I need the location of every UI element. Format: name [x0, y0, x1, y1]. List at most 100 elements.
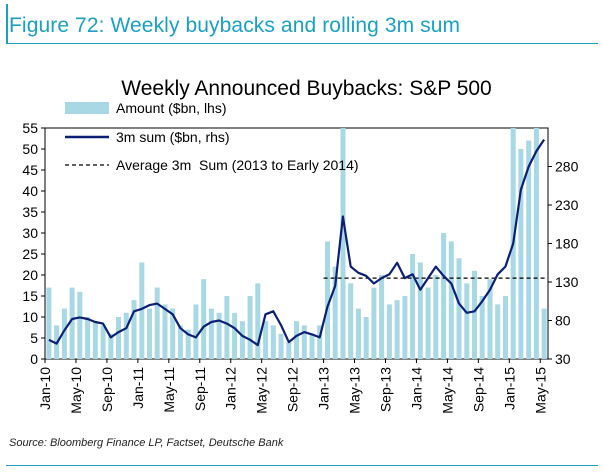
amount-bar: [433, 275, 439, 359]
amount-bar: [479, 296, 485, 359]
amount-bar: [526, 140, 532, 359]
left-axis-tick-label: 40: [22, 183, 38, 199]
amount-bar: [448, 241, 454, 359]
x-axis-tick-label: May-14: [439, 367, 455, 414]
amount-bar: [224, 296, 230, 359]
amount-bar: [309, 333, 315, 359]
amount-bar: [170, 308, 176, 359]
left-axis-tick-label: 45: [22, 162, 38, 178]
legend-amount-swatch: [65, 102, 109, 114]
amount-bar: [108, 333, 114, 359]
left-axis-tick-label: 55: [22, 120, 38, 136]
amount-bar: [379, 275, 385, 359]
left-axis-tick-label: 50: [22, 141, 38, 157]
amount-bar: [92, 321, 98, 359]
amount-bar: [294, 321, 299, 359]
amount-bar: [162, 304, 168, 359]
three-month-sum-line: [48, 138, 546, 347]
amount-bar: [541, 308, 547, 359]
amount-bar: [131, 300, 137, 359]
amount-bar: [147, 308, 152, 359]
left-axis-tick-label: 15: [22, 288, 38, 304]
amount-bar: [278, 333, 284, 359]
legend-label: 3m sum ($bn, rhs): [116, 129, 230, 145]
amount-bar: [239, 321, 245, 359]
amount-bar: [201, 279, 207, 359]
amount-bar: [77, 291, 83, 359]
amount-bar: [247, 296, 253, 359]
amount-bar: [340, 128, 346, 359]
amount-bar: [464, 283, 470, 359]
amount-bar: [232, 312, 238, 359]
amount-bar: [533, 128, 539, 359]
figure-title: Figure 72: Weekly buybacks and rolling 3…: [9, 14, 461, 37]
x-axis-tick-label: Jan-15: [501, 367, 517, 410]
right-axis-tick-label: 230: [555, 197, 579, 213]
left-axis-tick-label: 20: [22, 267, 38, 283]
amount-bar: [61, 308, 67, 359]
amount-bar: [301, 325, 307, 359]
left-axis-tick-label: 10: [22, 309, 38, 325]
left-axis-tick-label: 5: [30, 330, 38, 346]
amount-bar: [348, 283, 354, 359]
source-note: Source: Bloomberg Finance LP, Factset, D…: [9, 437, 284, 449]
right-axis-tick-label: 80: [555, 313, 571, 329]
amount-bar: [394, 300, 400, 359]
left-axis-tick-label: 0: [30, 351, 38, 367]
right-axis-tick-label: 130: [555, 274, 579, 290]
x-axis-tick-label: Jan-11: [130, 367, 146, 409]
x-axis-tick-label: Jan-12: [223, 367, 239, 410]
amount-bar: [154, 287, 160, 359]
amount-bar: [363, 317, 369, 359]
amount-bar: [402, 296, 408, 359]
amount-bar: [270, 325, 276, 359]
left-axis-tick-label: 25: [22, 246, 38, 262]
amount-bar: [518, 149, 524, 359]
figure-accent-rule: [6, 4, 8, 44]
amount-bar: [185, 329, 191, 359]
figure-title-underline: [6, 43, 598, 44]
amount-bar: [487, 279, 493, 359]
amount-bar: [85, 317, 91, 359]
x-axis-tick-label: Sep-14: [470, 367, 486, 412]
amount-bar: [139, 262, 145, 359]
amount-bar: [177, 325, 183, 359]
right-axis-tick-label: 30: [555, 351, 571, 367]
x-axis-tick-label: Sep-11: [192, 367, 208, 411]
x-axis-tick-label: Sep-13: [378, 367, 394, 412]
x-axis-tick-label: Sep-10: [99, 367, 115, 412]
amount-bar: [472, 270, 477, 359]
amount-bar: [441, 233, 447, 359]
amount-bar: [100, 325, 106, 359]
x-axis-tick-label: May-15: [532, 367, 548, 414]
x-axis-tick-label: May-13: [347, 367, 363, 414]
amount-bar: [495, 304, 501, 359]
amount-bar: [456, 258, 462, 359]
amount-bar: [263, 321, 269, 359]
amount-bar: [116, 317, 121, 359]
x-axis-tick-label: Sep-12: [285, 367, 301, 412]
legend-label: Average 3m Sum (2013 to Early 2014): [116, 157, 359, 173]
amount-bar: [46, 287, 52, 359]
amount-bar: [208, 308, 214, 359]
x-axis-tick-label: May-12: [254, 367, 270, 414]
amount-bar: [193, 304, 199, 359]
amount-bar: [69, 287, 75, 359]
amount-bar: [325, 241, 330, 359]
amount-bar: [410, 254, 416, 359]
x-axis-tick-label: Jan-13: [316, 367, 332, 410]
amount-bar: [317, 325, 323, 359]
right-axis-tick-label: 180: [555, 236, 579, 252]
amount-bar: [286, 342, 292, 359]
amount-bar: [332, 266, 338, 359]
amount-bar: [503, 296, 508, 359]
amount-bar: [386, 304, 392, 359]
x-axis-tick-label: Jan-14: [408, 367, 424, 410]
amount-bar: [216, 312, 222, 359]
amount-bar: [355, 308, 361, 359]
legend-label: Amount ($bn, lhs): [116, 100, 227, 116]
right-axis-tick-label: 280: [555, 159, 579, 175]
x-axis-tick-label: May-10: [68, 367, 84, 414]
amount-bar: [371, 287, 377, 359]
